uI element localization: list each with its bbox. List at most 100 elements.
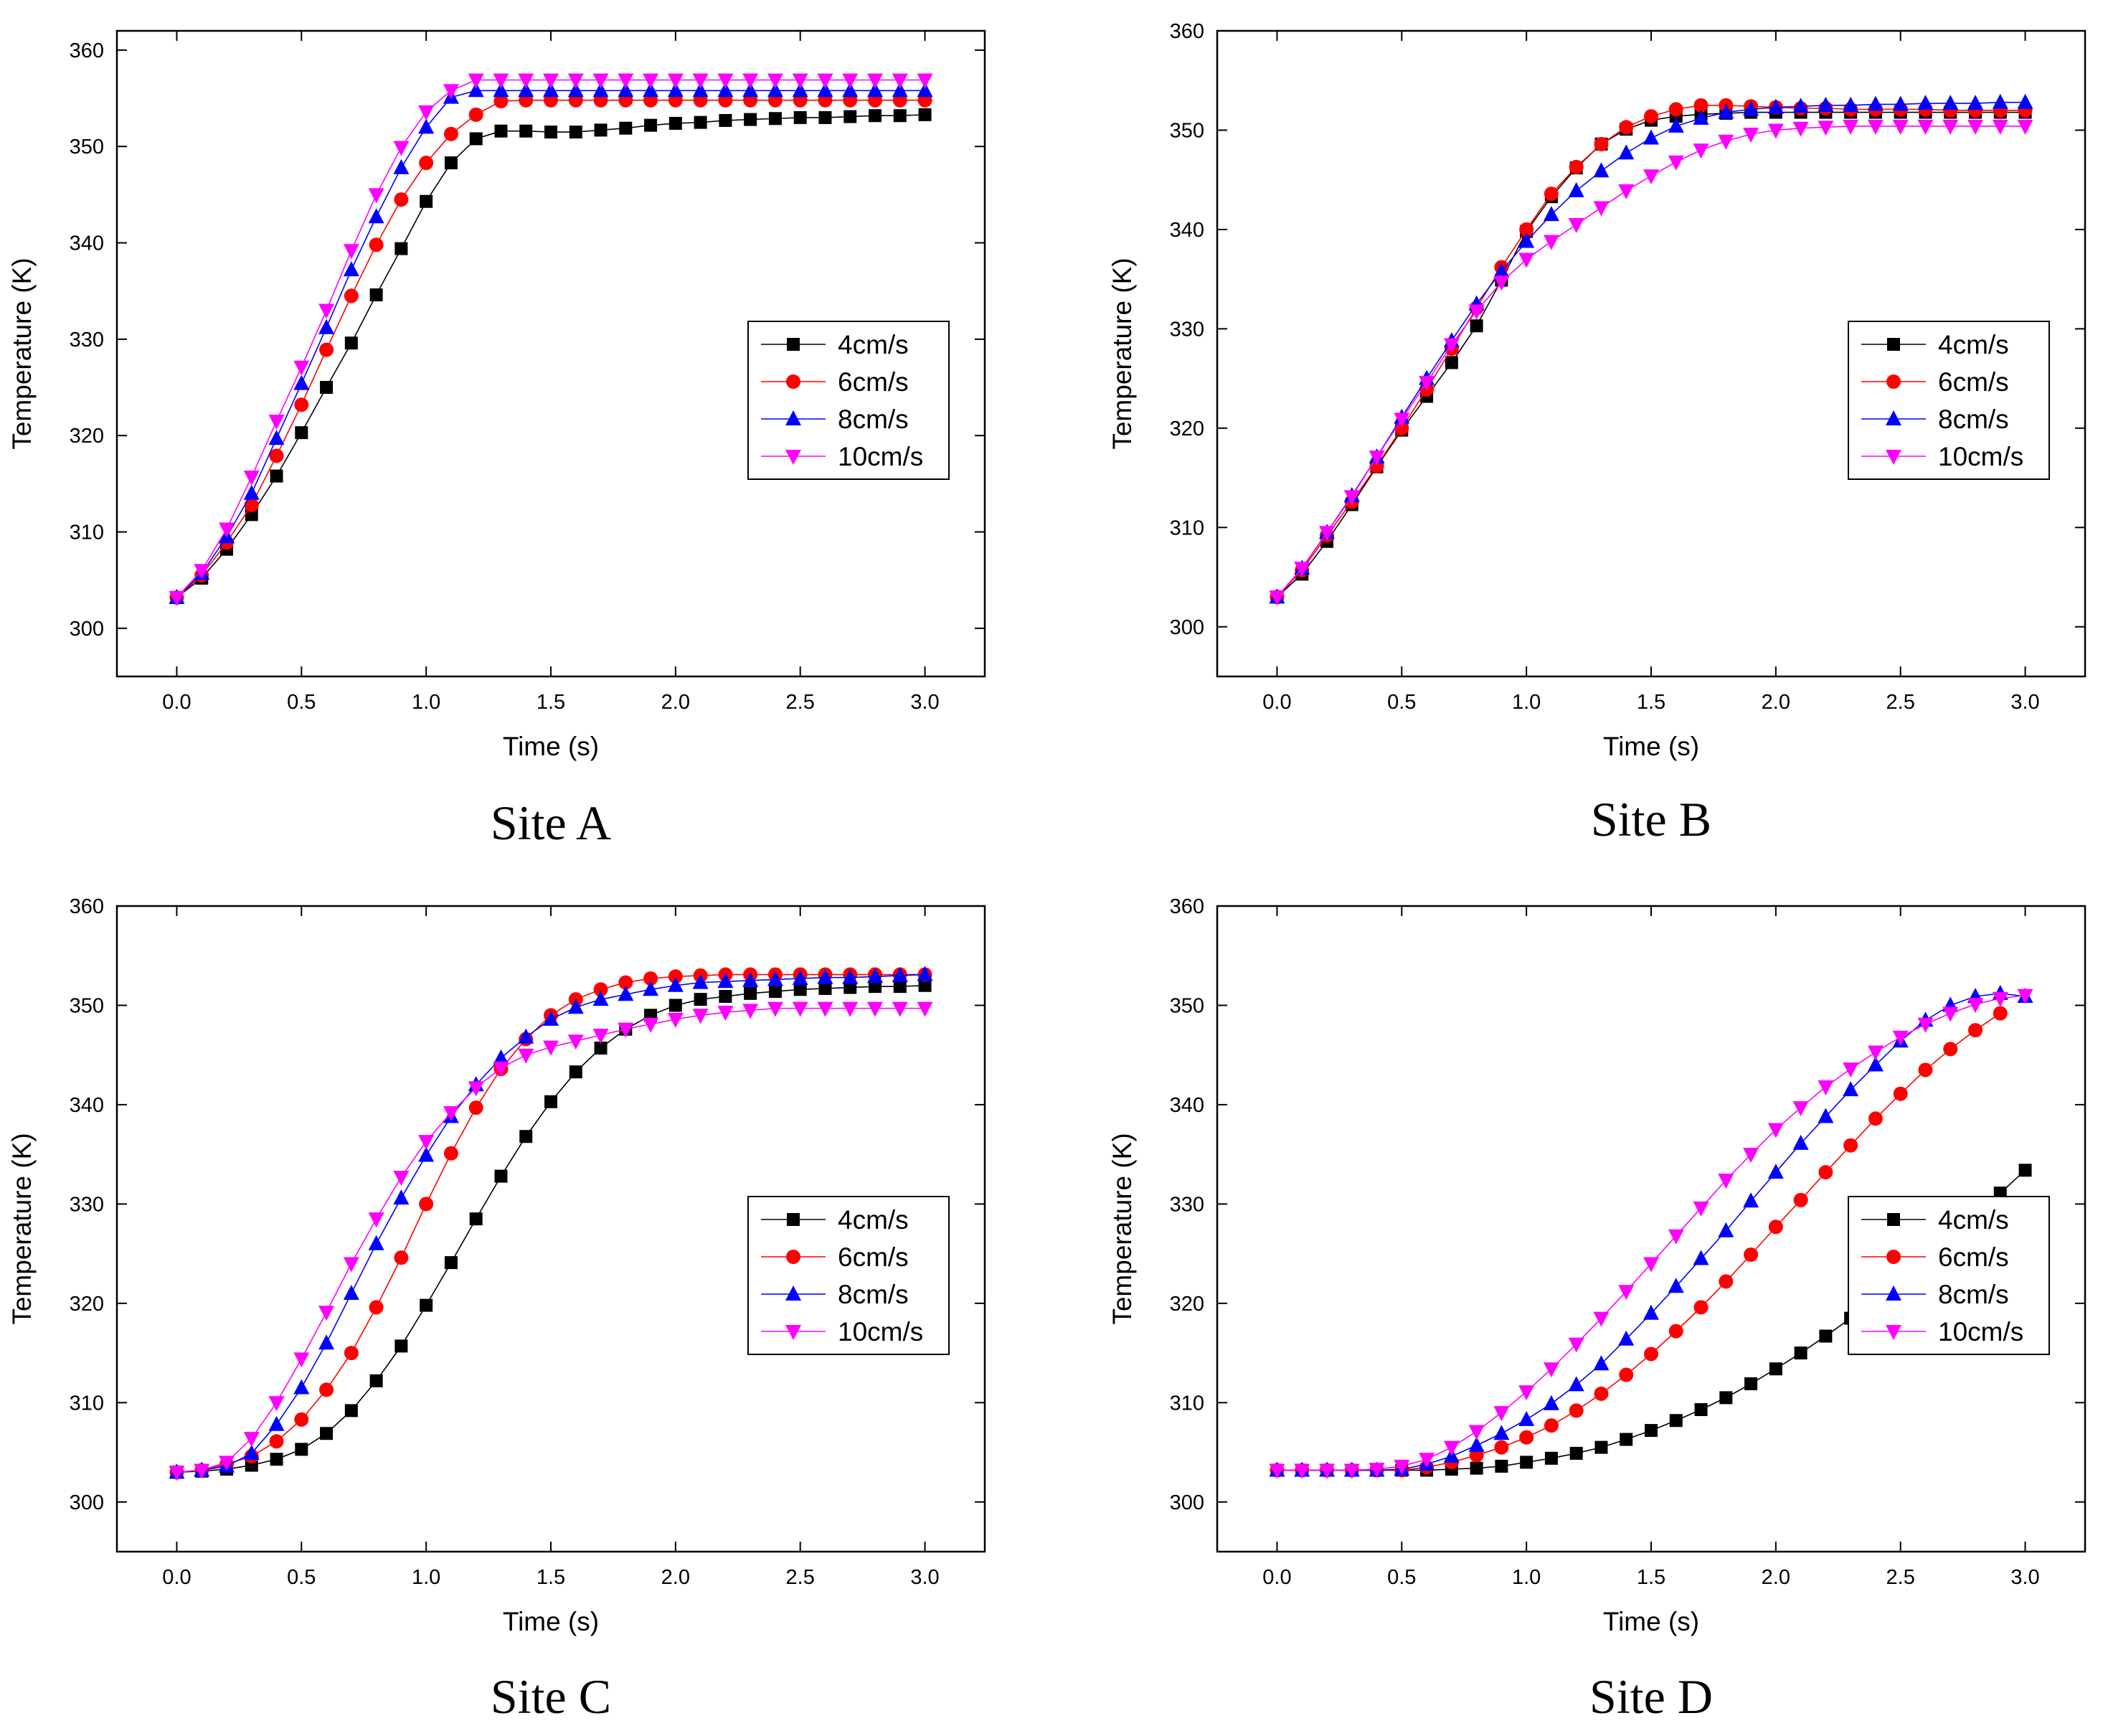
data-point xyxy=(518,1048,534,1064)
data-point xyxy=(1918,1062,1933,1077)
data-point xyxy=(1518,232,1535,248)
data-point xyxy=(468,1081,484,1097)
data-point xyxy=(842,73,859,89)
x-axis-title: Time (s) xyxy=(1603,732,1699,761)
legend-marker xyxy=(1886,374,1901,389)
legend-label: 4cm/s xyxy=(838,330,909,359)
data-point xyxy=(268,415,285,430)
data-point xyxy=(869,980,882,994)
data-point xyxy=(344,1346,359,1361)
data-point xyxy=(2018,1164,2032,1177)
data-point xyxy=(1593,1355,1610,1371)
data-point xyxy=(1593,1311,1610,1327)
data-point xyxy=(692,82,709,98)
data-point xyxy=(1493,1406,1510,1422)
data-point xyxy=(1767,1164,1784,1179)
legend-marker xyxy=(787,1213,800,1226)
data-point xyxy=(1593,201,1610,217)
data-point xyxy=(1443,338,1460,354)
data-point xyxy=(1768,1220,1783,1235)
data-point xyxy=(1818,1080,1834,1095)
data-point xyxy=(1693,1201,1709,1217)
x-tick-label: 3.0 xyxy=(910,691,939,714)
data-point xyxy=(1394,1459,1410,1475)
data-point xyxy=(668,969,683,984)
x-axis-title: Time (s) xyxy=(1603,1607,1699,1636)
data-point xyxy=(543,73,559,89)
x-tick-label: 2.0 xyxy=(661,1566,690,1589)
data-point xyxy=(1819,1329,1833,1343)
panel-caption: Site D xyxy=(1589,1669,1713,1724)
data-point xyxy=(493,73,509,89)
data-point xyxy=(1843,1062,1859,1078)
data-point xyxy=(1718,1222,1734,1237)
data-point xyxy=(744,986,757,1000)
data-point xyxy=(1495,1459,1508,1473)
legend-marker xyxy=(1886,450,1901,465)
x-tick-label: 0.0 xyxy=(1262,691,1291,714)
data-point xyxy=(268,430,285,445)
data-point xyxy=(418,105,435,121)
y-tick-label: 310 xyxy=(1170,516,1204,539)
data-point xyxy=(243,1432,260,1448)
data-point xyxy=(1694,1403,1708,1416)
data-point xyxy=(842,82,859,98)
data-point xyxy=(1917,1017,1934,1033)
data-point xyxy=(419,1197,434,1212)
data-point xyxy=(619,121,633,135)
data-point xyxy=(1294,562,1310,577)
data-point xyxy=(1668,1229,1684,1245)
data-point xyxy=(644,118,658,132)
data-point xyxy=(917,82,933,98)
data-point xyxy=(194,1463,210,1479)
series-10cm-per-s xyxy=(169,73,933,606)
data-point xyxy=(1818,121,1834,136)
data-point xyxy=(469,132,483,146)
data-point xyxy=(418,1146,435,1162)
y-tick-label: 300 xyxy=(70,618,104,641)
legend-marker xyxy=(785,450,801,465)
data-point xyxy=(719,113,732,127)
y-tick-label: 360 xyxy=(70,895,104,918)
data-point xyxy=(369,1300,384,1315)
y-tick-label: 300 xyxy=(70,1491,104,1514)
x-tick-label: 1.0 xyxy=(1512,691,1541,714)
data-point xyxy=(892,73,908,89)
data-point xyxy=(318,319,335,334)
data-point xyxy=(218,522,235,538)
x-tick-label: 1.0 xyxy=(412,1566,440,1589)
y-tick-label: 300 xyxy=(1170,616,1204,639)
data-point xyxy=(1744,1377,1758,1390)
data-point xyxy=(294,397,309,412)
data-point xyxy=(618,82,634,98)
legend-marker xyxy=(1887,1213,1900,1226)
data-point xyxy=(1718,103,1734,119)
data-point xyxy=(344,336,358,350)
data-point xyxy=(468,73,484,89)
data-point xyxy=(169,1466,185,1481)
data-point xyxy=(1568,1337,1584,1353)
legend-marker xyxy=(1887,338,1900,351)
data-point xyxy=(1470,319,1483,333)
data-point xyxy=(1294,1463,1310,1479)
data-point xyxy=(1369,450,1385,466)
data-point xyxy=(369,288,383,302)
data-point xyxy=(742,82,759,98)
data-point xyxy=(1493,275,1510,291)
x-tick-label: 1.5 xyxy=(1637,691,1665,714)
data-point xyxy=(394,192,409,207)
data-point xyxy=(318,303,335,319)
data-point xyxy=(1917,95,1934,110)
data-point xyxy=(369,237,384,253)
data-point xyxy=(493,1061,509,1077)
data-point xyxy=(1693,109,1709,125)
y-tick-label: 360 xyxy=(70,39,104,62)
data-point xyxy=(1593,162,1610,178)
data-point xyxy=(243,484,260,500)
series-10cm-per-s xyxy=(1269,119,2033,606)
data-point xyxy=(444,1256,458,1270)
data-point xyxy=(1718,134,1734,150)
data-point xyxy=(1318,526,1335,542)
data-point xyxy=(1269,1463,1285,1479)
data-point xyxy=(892,82,908,98)
